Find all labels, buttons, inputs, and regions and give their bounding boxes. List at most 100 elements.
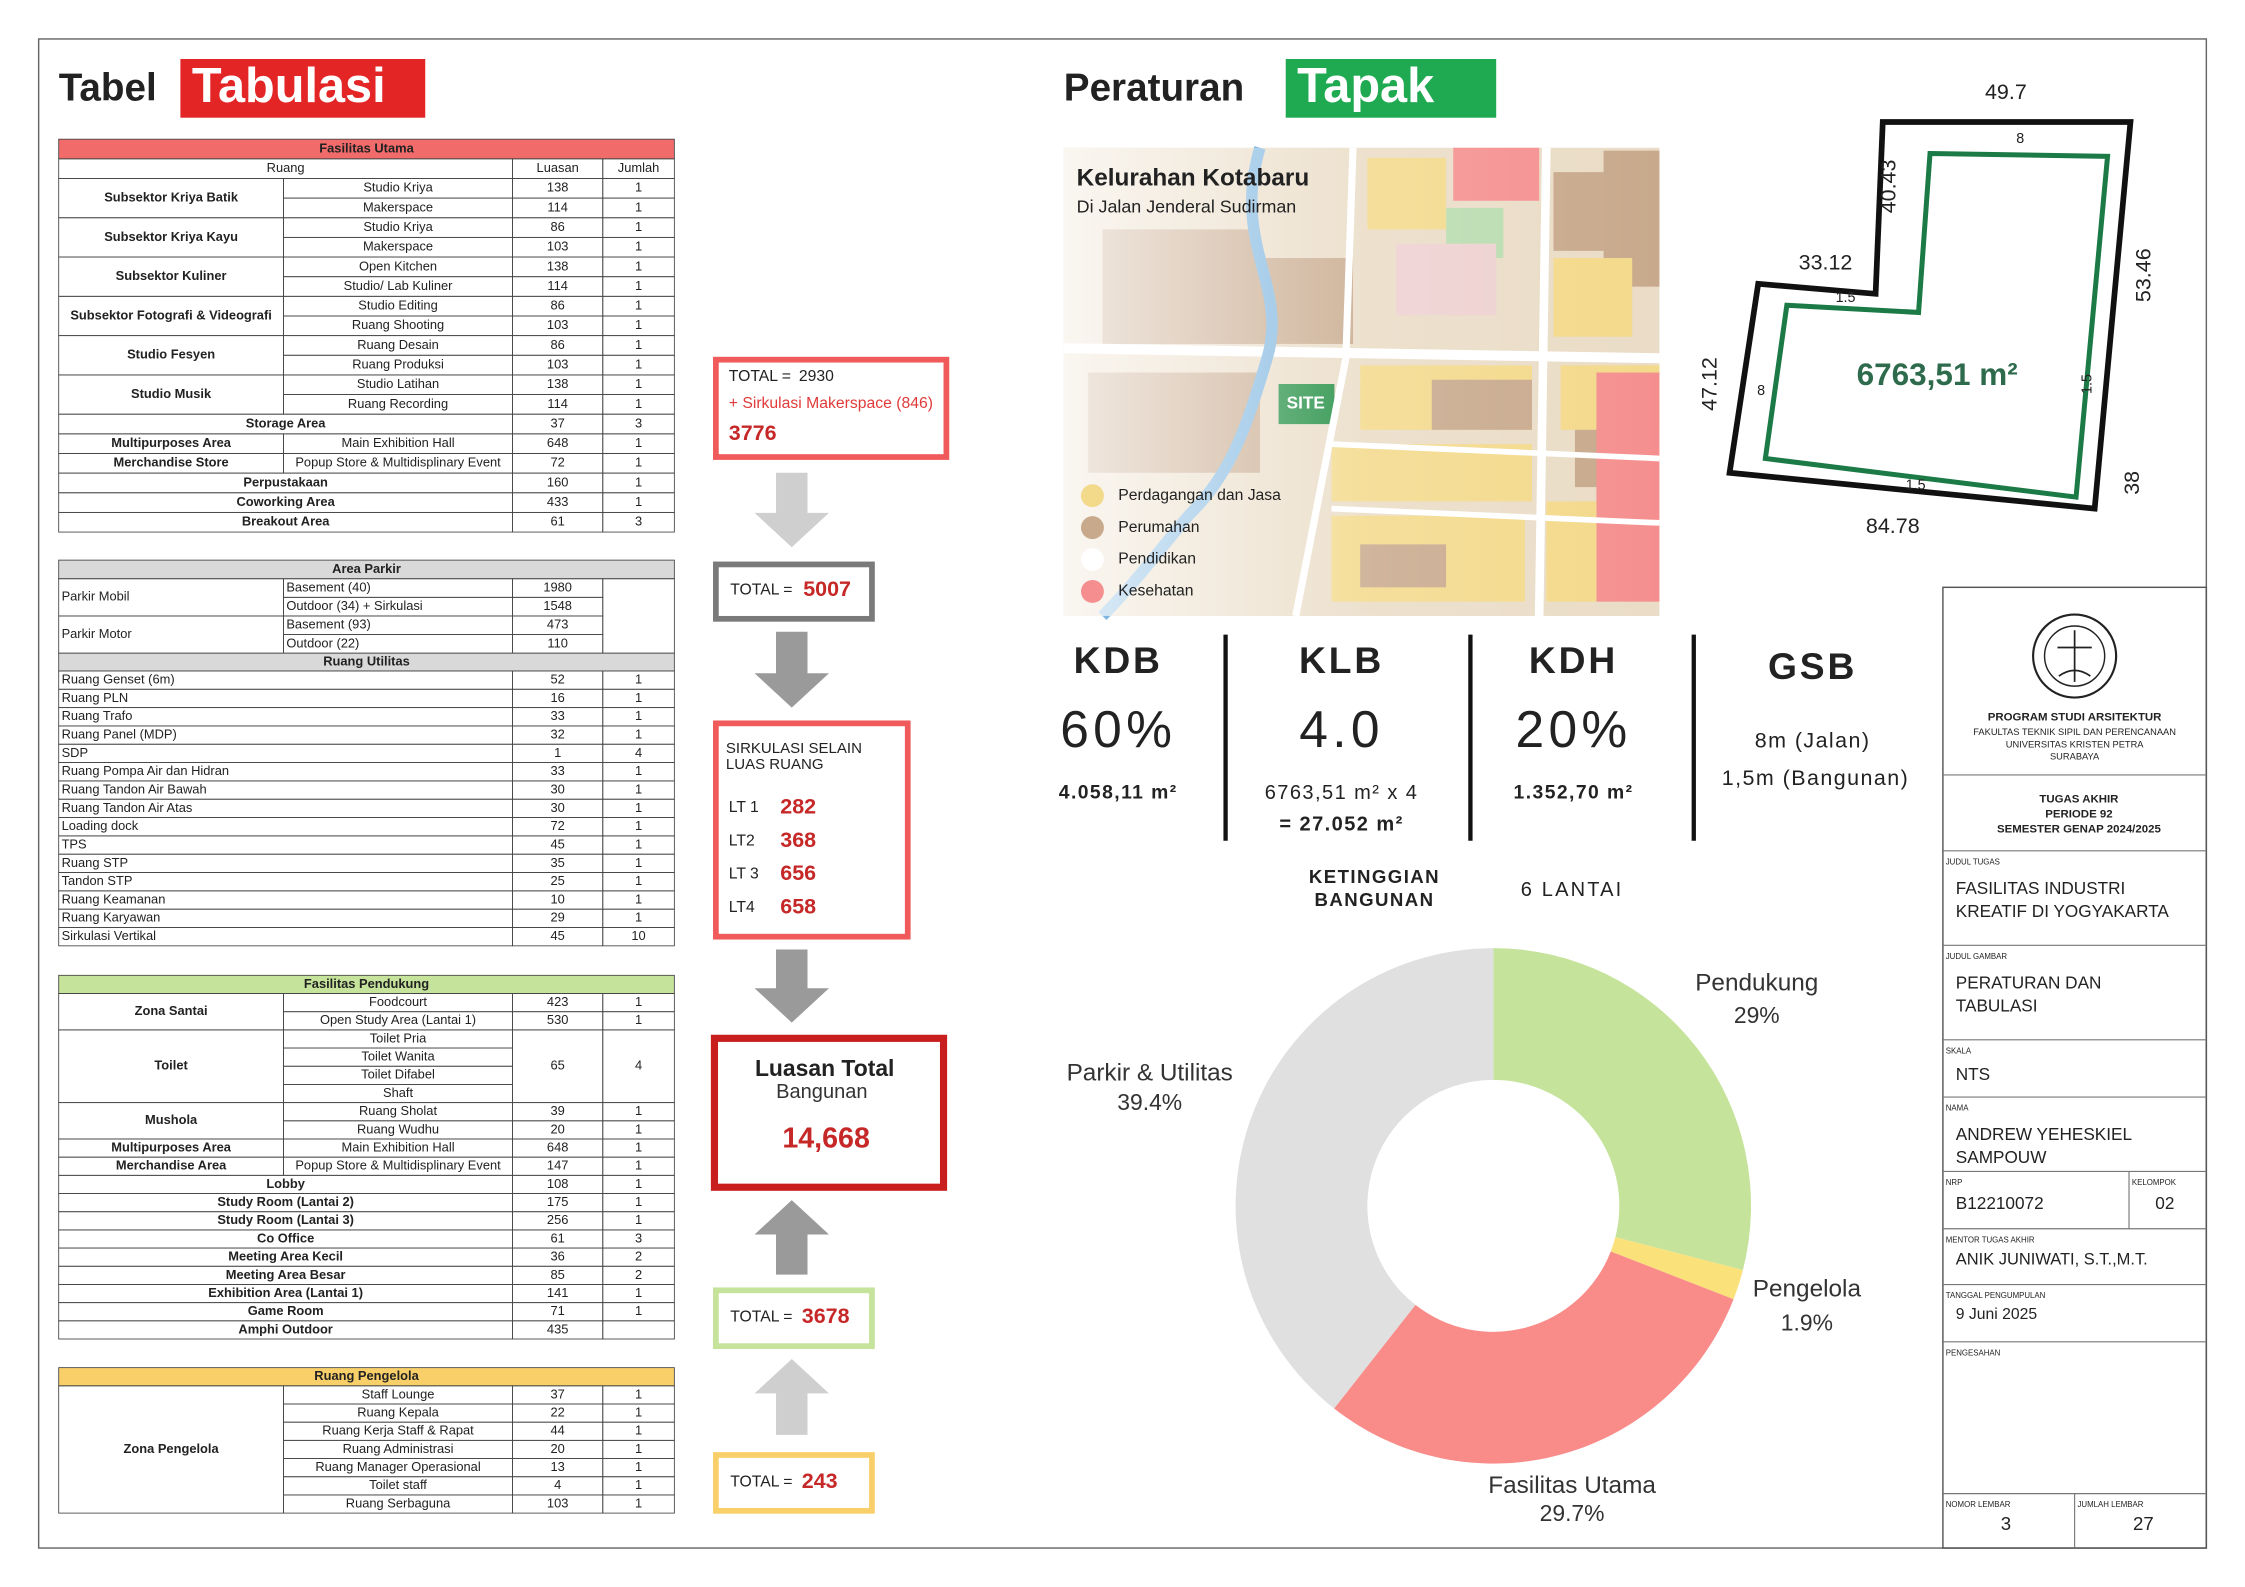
rule-label: KDH	[1529, 639, 1618, 681]
flow-arrow	[754, 1359, 829, 1435]
count: 1	[635, 376, 642, 391]
count: 3	[635, 415, 642, 430]
field-label: NRP	[1946, 1178, 1963, 1187]
area: 423	[547, 994, 568, 1009]
count: 1	[635, 455, 642, 470]
count: 1	[635, 435, 642, 450]
slice-value: 39.4%	[1117, 1089, 1182, 1115]
slice-label: Parkir & Utilitas	[1067, 1060, 1233, 1087]
area: 160	[547, 474, 568, 489]
area: 114	[547, 396, 568, 411]
field-label: MENTOR TUGAS AKHIR	[1946, 1235, 2035, 1244]
count: 1	[635, 1386, 642, 1401]
section-title: Tabel	[59, 67, 157, 110]
field-value: NTS	[1956, 1064, 1990, 1084]
legend-label: Perumahan	[1118, 519, 1199, 536]
slice-label: Pengelola	[1753, 1276, 1862, 1303]
count: 1	[635, 1139, 642, 1154]
table-header-text: Ruang Pengelola	[314, 1368, 419, 1383]
room: Ruang Manager Operasional	[315, 1459, 480, 1474]
room: Ruang Kerja Staff & Rapat	[322, 1423, 474, 1438]
room: Basement (40)	[286, 579, 370, 594]
count: 1	[635, 474, 642, 489]
cell	[602, 578, 675, 654]
area: 25	[551, 873, 565, 888]
rule-label: KLB	[1299, 639, 1384, 681]
field-value: 27	[2133, 1513, 2154, 1534]
group-name: Mushola	[145, 1112, 198, 1127]
field-value: KREATIF DI YOGYAKARTA	[1956, 901, 2170, 921]
dimension: 53.46	[2131, 248, 2155, 302]
slice-value: 29.7%	[1540, 1500, 1605, 1526]
field-label: JUMLAH LEMBAR	[2077, 1500, 2143, 1509]
area: 648	[547, 435, 568, 450]
group-name: Game Room	[248, 1303, 324, 1318]
group-name: Parkir Mobil	[62, 589, 130, 604]
flow-box	[713, 720, 911, 940]
room: Ruang Keamanan	[62, 891, 166, 906]
room: Popup Store & Multidisplinary Event	[295, 455, 501, 470]
count: 1	[635, 239, 642, 254]
room: Ruang Recording	[348, 396, 448, 411]
cell	[58, 743, 513, 764]
cell	[58, 835, 513, 855]
column-header: Ruang	[267, 160, 305, 175]
field-value: PERATURAN DAN	[1956, 972, 2102, 992]
area: 138	[547, 258, 568, 273]
room: Ruang Genset (6m)	[62, 672, 175, 687]
setback: 8	[1757, 383, 1765, 399]
slice-value: 1.9%	[1781, 1310, 1833, 1336]
area: 530	[547, 1012, 568, 1027]
box-title: LUAS RUANG	[726, 756, 824, 773]
count: 1	[635, 672, 642, 687]
program: PROGRAM STUDI ARSITEKTUR	[1988, 712, 2162, 724]
total-value: 5007	[803, 577, 851, 601]
map-fade	[1063, 147, 1660, 616]
program: UNIVERSITAS KRISTEN PETRA	[2006, 739, 2145, 749]
field-value: 3	[2001, 1513, 2011, 1534]
area: 433	[547, 494, 568, 509]
area: 1	[554, 745, 561, 760]
room: Open Kitchen	[359, 258, 437, 273]
level-label: LT 3	[729, 866, 759, 883]
table-header-text: Ruang Utilitas	[323, 653, 410, 668]
group-name: Subsektor Kuliner	[116, 268, 227, 283]
dimension: 38	[2120, 471, 2144, 495]
count: 1	[635, 1441, 642, 1456]
room: Makerspace	[363, 239, 433, 254]
level-value: 656	[780, 861, 816, 885]
count: 3	[635, 514, 642, 529]
room: Ruang Desain	[357, 337, 439, 352]
count: 1	[635, 781, 642, 796]
box-subtitle: Bangunan	[776, 1081, 867, 1103]
area: 61	[551, 1230, 565, 1245]
group-name: Toilet	[154, 1058, 188, 1073]
group-name: Storage Area	[246, 415, 327, 430]
room: Ruang Serbaguna	[346, 1495, 451, 1510]
group-name: Meeting Area Besar	[226, 1267, 346, 1282]
room: Toilet Wanita	[361, 1049, 435, 1064]
count: 1	[635, 278, 642, 293]
count: 1	[635, 1121, 642, 1136]
legend-swatch	[1080, 516, 1104, 540]
cell	[602, 1320, 675, 1340]
total-label: TOTAL =	[730, 1473, 792, 1490]
field-value: ANDREW YEHESKIEL	[1956, 1124, 2132, 1144]
area: 72	[551, 818, 565, 833]
area: 1548	[543, 598, 572, 613]
group-name: Multipurposes Area	[111, 1139, 232, 1154]
count: 1	[635, 800, 642, 815]
area: 37	[551, 415, 565, 430]
flow-box	[713, 561, 875, 622]
legend-label: Kesehatan	[1118, 583, 1193, 600]
area: 103	[547, 1495, 568, 1510]
count: 1	[635, 873, 642, 888]
count: 1	[635, 910, 642, 925]
title-highlight	[180, 59, 426, 118]
group-name: Merchandise Store	[113, 455, 228, 470]
logo	[2032, 613, 2118, 699]
count: 1	[635, 726, 642, 741]
room: Ruang Wudhu	[357, 1121, 439, 1136]
count: 1	[635, 298, 642, 313]
